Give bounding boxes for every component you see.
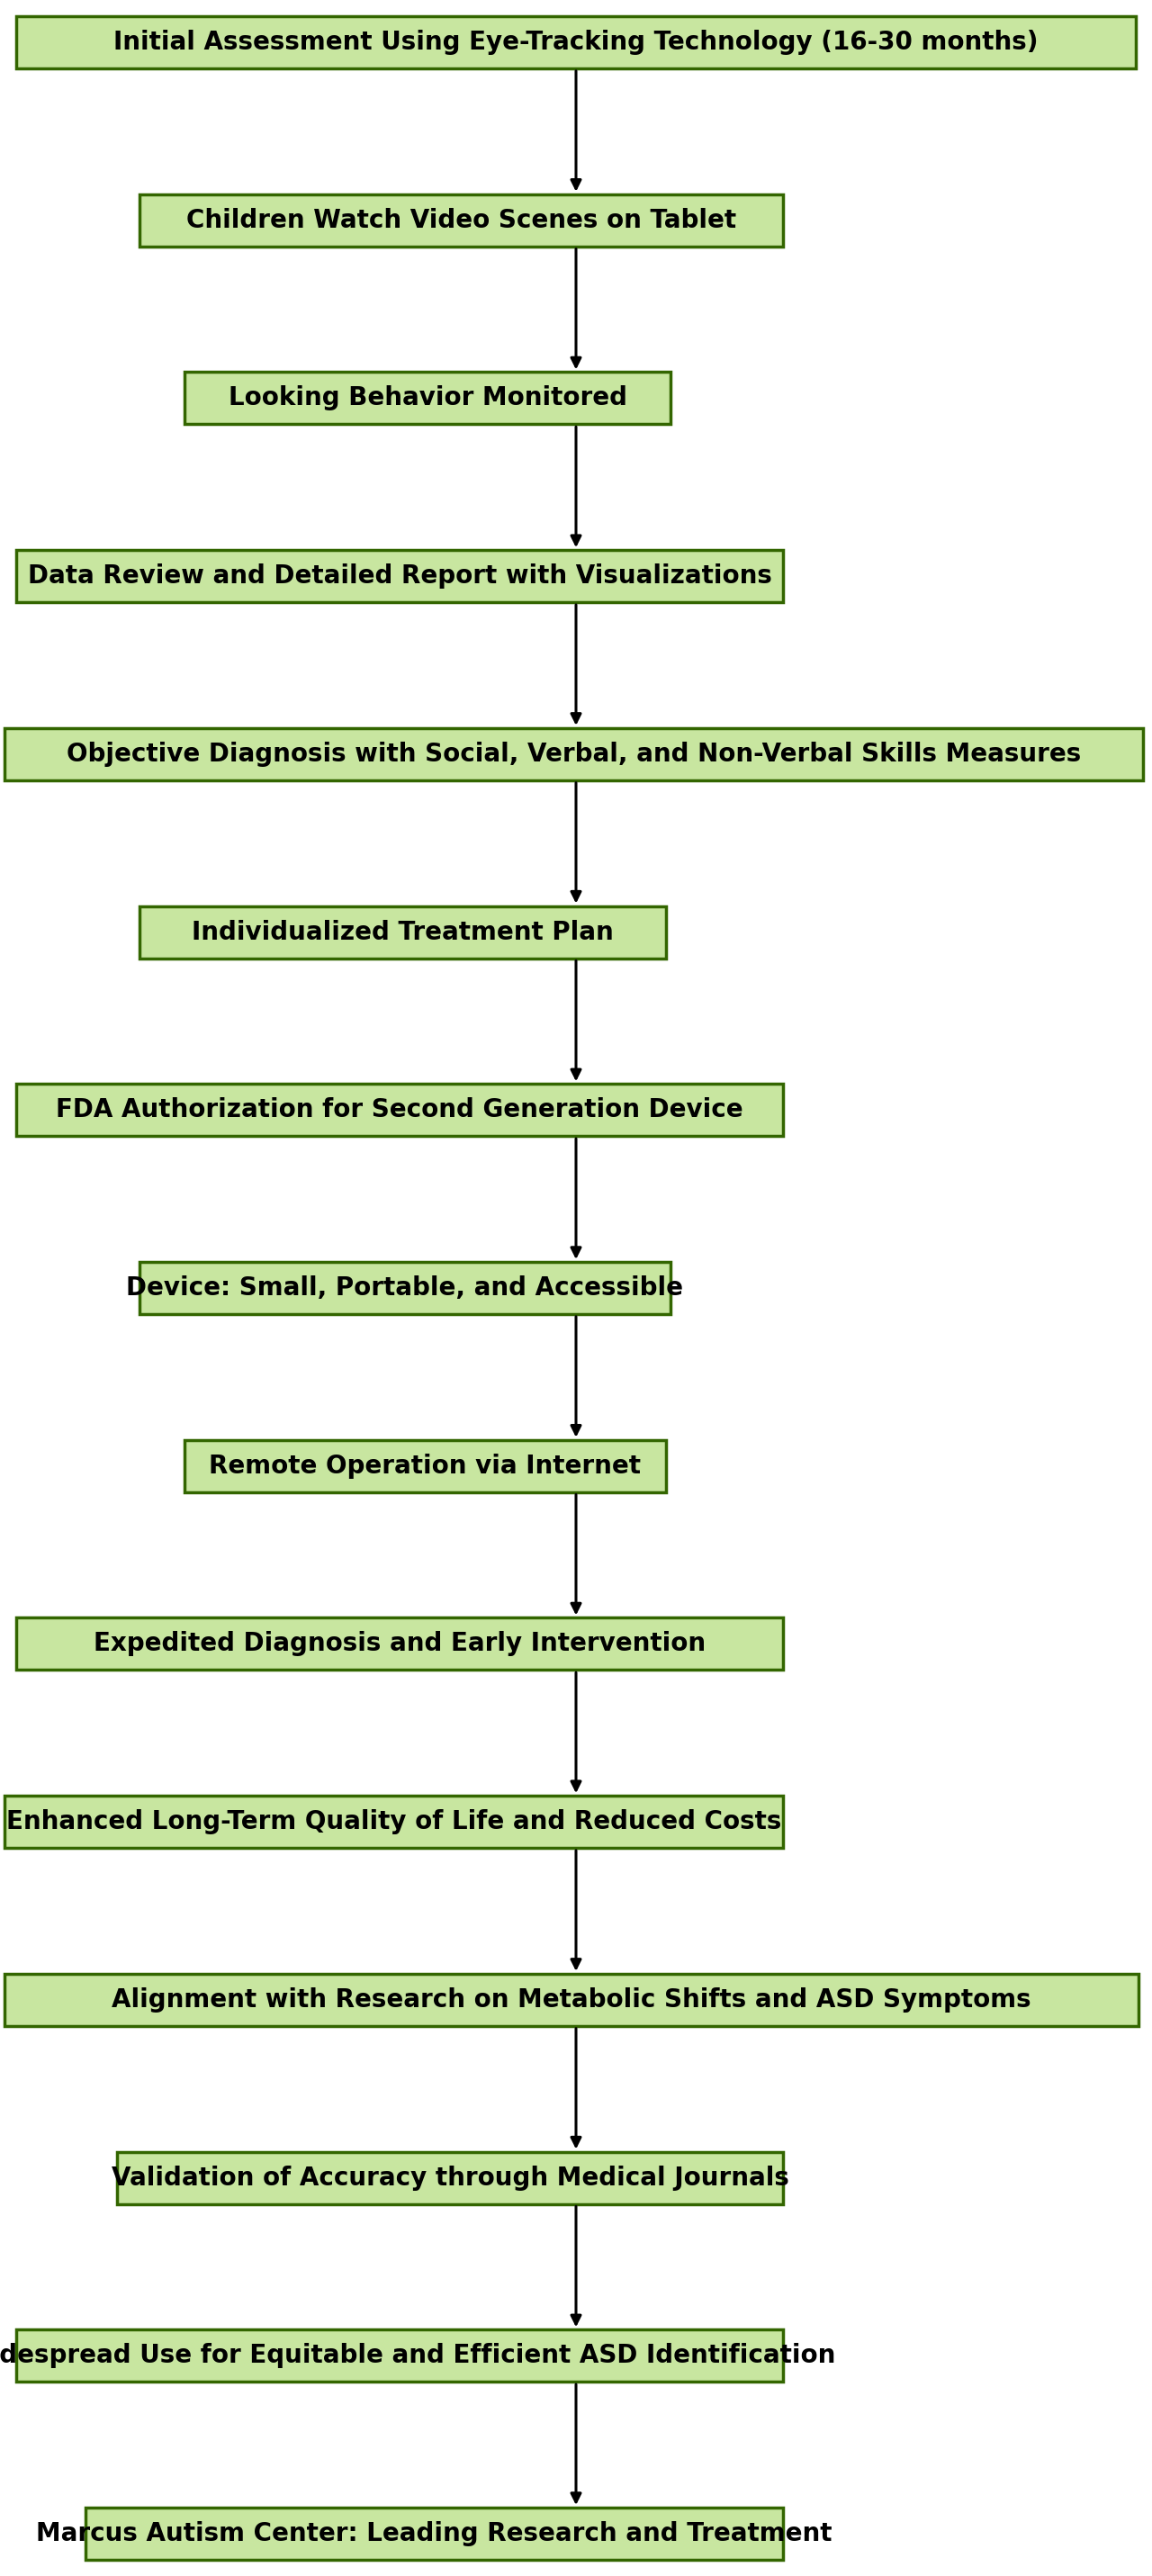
- Text: Remote Operation via Internet: Remote Operation via Internet: [210, 1453, 642, 1479]
- Text: FDA Authorization for Second Generation Device: FDA Authorization for Second Generation …: [56, 1097, 743, 1123]
- FancyBboxPatch shape: [16, 2329, 783, 2383]
- FancyBboxPatch shape: [139, 193, 783, 247]
- FancyBboxPatch shape: [85, 2506, 783, 2561]
- FancyBboxPatch shape: [5, 1795, 783, 1847]
- FancyBboxPatch shape: [118, 2151, 783, 2205]
- Text: Alignment with Research on Metabolic Shifts and ASD Symptoms: Alignment with Research on Metabolic Shi…: [112, 1986, 1031, 2012]
- FancyBboxPatch shape: [16, 15, 1136, 70]
- FancyBboxPatch shape: [16, 1084, 783, 1136]
- FancyBboxPatch shape: [16, 551, 783, 603]
- Text: Validation of Accuracy through Medical Journals: Validation of Accuracy through Medical J…: [112, 2166, 789, 2190]
- FancyBboxPatch shape: [139, 1262, 670, 1314]
- Text: Individualized Treatment Plan: Individualized Treatment Plan: [192, 920, 614, 945]
- Text: Data Review and Detailed Report with Visualizations: Data Review and Detailed Report with Vis…: [28, 564, 772, 590]
- Text: Initial Assessment Using Eye-Tracking Technology (16-30 months): Initial Assessment Using Eye-Tracking Te…: [114, 31, 1038, 54]
- Text: Enhanced Long-Term Quality of Life and Reduced Costs: Enhanced Long-Term Quality of Life and R…: [6, 1808, 781, 1834]
- Text: Widespread Use for Equitable and Efficient ASD Identification: Widespread Use for Equitable and Efficie…: [0, 2344, 836, 2367]
- FancyBboxPatch shape: [5, 1973, 1138, 2025]
- FancyBboxPatch shape: [184, 371, 670, 425]
- Text: Children Watch Video Scenes on Tablet: Children Watch Video Scenes on Tablet: [187, 209, 736, 232]
- FancyBboxPatch shape: [139, 907, 666, 958]
- Text: Objective Diagnosis with Social, Verbal, and Non-Verbal Skills Measures: Objective Diagnosis with Social, Verbal,…: [67, 742, 1081, 768]
- Text: Looking Behavior Monitored: Looking Behavior Monitored: [228, 386, 627, 410]
- Text: Device: Small, Portable, and Accessible: Device: Small, Portable, and Accessible: [127, 1275, 683, 1301]
- FancyBboxPatch shape: [184, 1440, 666, 1492]
- Text: Expedited Diagnosis and Early Intervention: Expedited Diagnosis and Early Interventi…: [93, 1631, 706, 1656]
- FancyBboxPatch shape: [5, 729, 1143, 781]
- Text: Marcus Autism Center: Leading Research and Treatment: Marcus Autism Center: Leading Research a…: [36, 2522, 832, 2545]
- FancyBboxPatch shape: [16, 1618, 783, 1669]
